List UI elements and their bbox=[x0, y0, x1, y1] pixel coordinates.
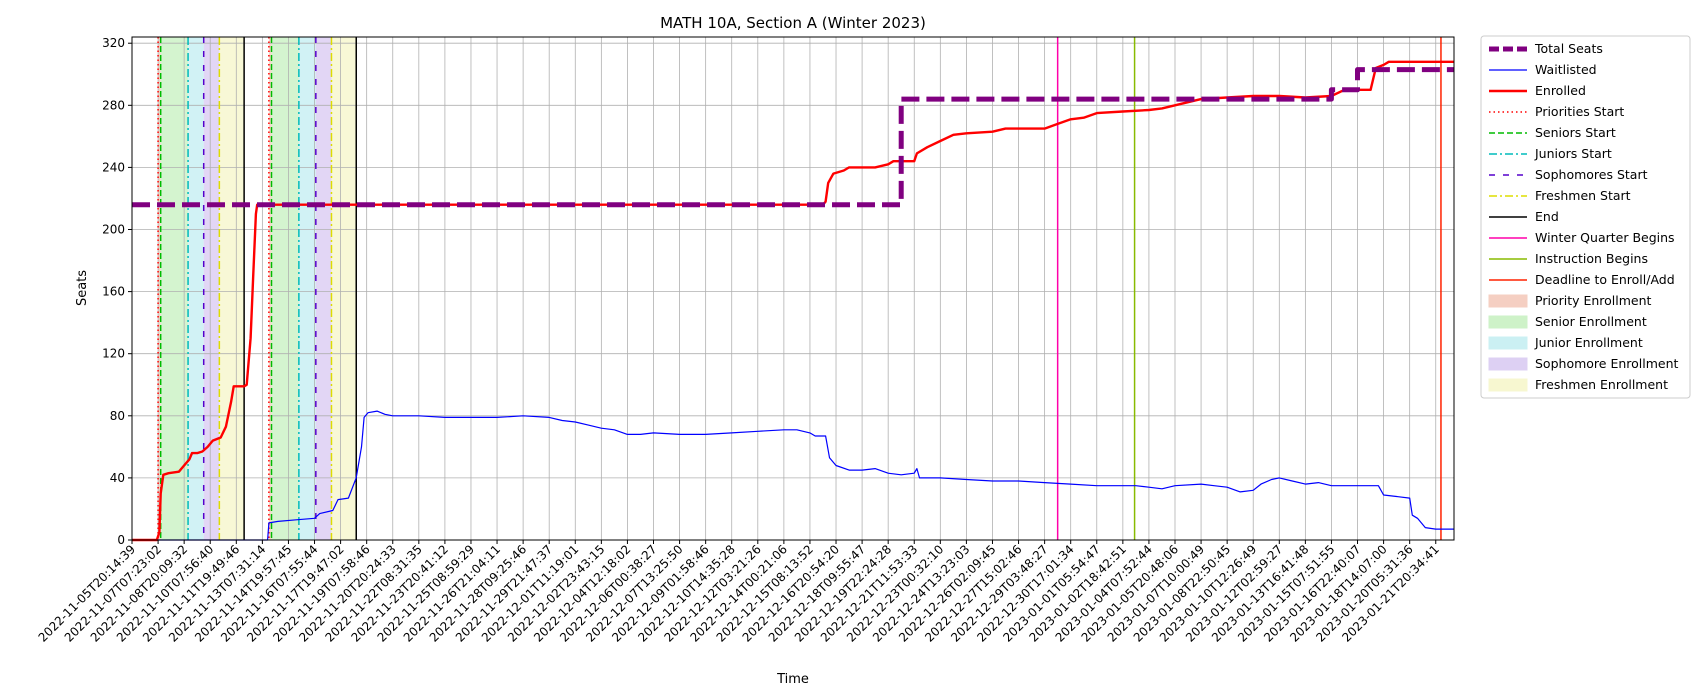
y-tick-label: 160 bbox=[102, 285, 125, 299]
legend-label: Senior Enrollment bbox=[1535, 314, 1647, 329]
shade-sophomore-enrollment8 bbox=[315, 37, 332, 540]
shade-junior-enrollment7 bbox=[298, 37, 316, 540]
y-tick-label: 280 bbox=[102, 98, 125, 112]
legend-label: Sophomore Enrollment bbox=[1535, 356, 1679, 371]
shade-senior-enrollment1 bbox=[160, 37, 189, 540]
legend-label: Sophomores Start bbox=[1535, 167, 1648, 182]
event-lines bbox=[157, 37, 1442, 540]
y-tick-label: 320 bbox=[102, 36, 125, 50]
legend-label: Deadline to Enroll/Add bbox=[1535, 272, 1675, 287]
plot-frame bbox=[131, 36, 1455, 541]
legend: Total Seats Waitlisted Enrolled Priorities … bbox=[1480, 35, 1691, 399]
grid bbox=[131, 37, 1454, 541]
shade-freshmen-enrollment4 bbox=[219, 37, 245, 540]
shade-priority-enrollment0 bbox=[158, 37, 161, 540]
series-enrolled bbox=[132, 60, 1454, 542]
x-axis-ticks: 2022-11-05T20:14:392022-11-07T07:23:0220… bbox=[36, 540, 1442, 645]
legend-label: Enrolled bbox=[1535, 83, 1586, 98]
shade-junior-enrollment2 bbox=[188, 37, 204, 540]
series-total-seats bbox=[132, 67, 1454, 208]
y-tick-label: 80 bbox=[110, 409, 125, 423]
legend-label: Waitlisted bbox=[1535, 62, 1597, 77]
series-waitlisted bbox=[132, 410, 1454, 541]
legend-label: Freshmen Start bbox=[1535, 188, 1631, 203]
chart-title: MATH 10A, Section A (Winter 2023) bbox=[660, 14, 926, 32]
legend-label: Total Seats bbox=[1534, 41, 1603, 56]
legend-label: Freshmen Enrollment bbox=[1535, 377, 1668, 392]
x-axis-label: Time bbox=[776, 672, 809, 687]
shade-senior-enrollment6 bbox=[271, 37, 299, 540]
legend-swatch bbox=[1488, 336, 1528, 350]
legend-label: Priority Enrollment bbox=[1535, 293, 1652, 308]
legend-label: Seniors Start bbox=[1535, 125, 1616, 140]
legend-swatch bbox=[1488, 357, 1528, 371]
legend-swatch bbox=[1488, 294, 1528, 308]
y-tick-label: 40 bbox=[110, 471, 125, 485]
legend-label: Priorities Start bbox=[1535, 104, 1624, 119]
shade-freshmen-enrollment9 bbox=[331, 37, 357, 540]
y-tick-label: 0 bbox=[117, 533, 125, 547]
shaded-periods bbox=[158, 37, 357, 540]
y-tick-label: 120 bbox=[102, 347, 125, 361]
y-axis-ticks: 0 40 80 120 160 200 240 280 320 bbox=[102, 36, 132, 547]
data-series bbox=[132, 60, 1454, 542]
legend-label: End bbox=[1535, 209, 1559, 224]
y-tick-label: 240 bbox=[102, 160, 125, 174]
legend-label: Junior Enrollment bbox=[1534, 335, 1643, 350]
legend-swatch bbox=[1488, 315, 1528, 329]
y-tick-label: 200 bbox=[102, 223, 125, 237]
legend-box bbox=[1480, 35, 1691, 399]
shade-sophomore-enrollment3 bbox=[203, 37, 220, 540]
legend-swatch bbox=[1488, 378, 1528, 392]
legend-label: Juniors Start bbox=[1534, 146, 1612, 161]
shade-priority-enrollment5 bbox=[268, 37, 272, 540]
y-axis-label: Seats bbox=[75, 270, 90, 306]
legend-label: Instruction Begins bbox=[1535, 251, 1648, 266]
legend-label: Winter Quarter Begins bbox=[1535, 230, 1675, 245]
